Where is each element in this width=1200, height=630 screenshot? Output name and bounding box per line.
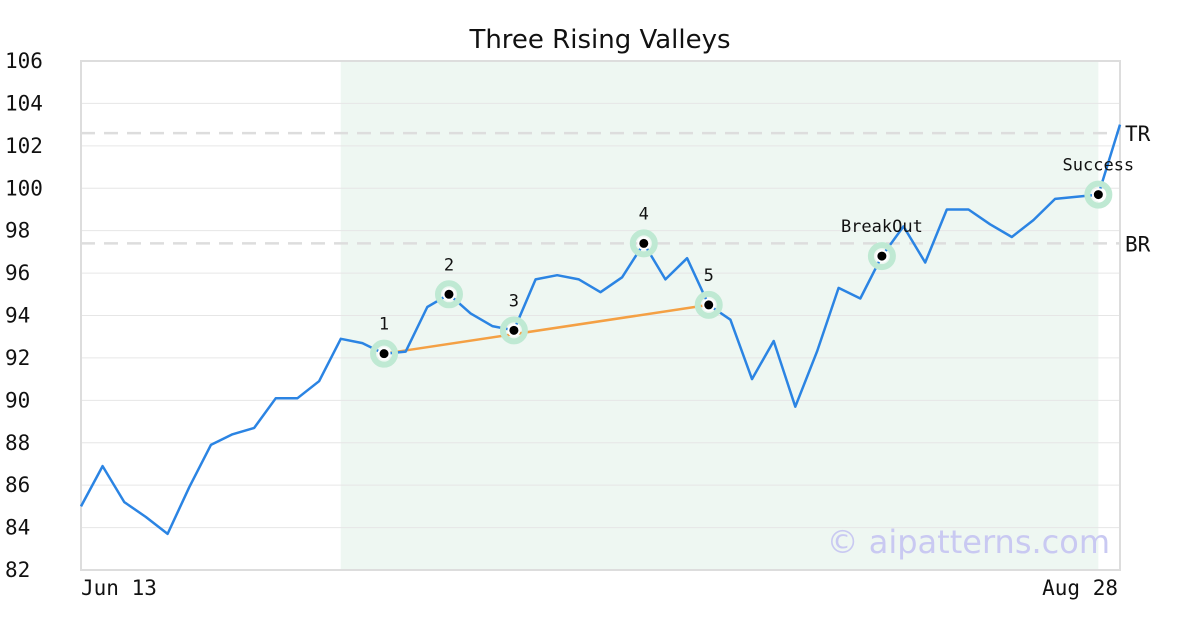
- reference-label-br: BR: [1125, 232, 1151, 256]
- y-tick-label: 86: [5, 473, 30, 497]
- marked-point: 1: [370, 315, 399, 368]
- marked-point: 5: [694, 266, 723, 319]
- marked-points: 1 2 3 4 5 BreakOut Success: [370, 156, 1135, 368]
- y-tick-label: 90: [5, 388, 30, 412]
- point-label: 4: [639, 204, 649, 224]
- y-tick-label: 102: [5, 134, 43, 158]
- chart-title: Three Rising Valleys: [468, 25, 730, 55]
- point-halo: [434, 280, 463, 309]
- y-tick-label: 94: [5, 304, 30, 328]
- point-dot: [702, 298, 716, 312]
- point-label: 3: [509, 291, 519, 311]
- y-tick-label: 104: [5, 91, 43, 115]
- point-dot: [1091, 188, 1105, 202]
- point-label: 2: [444, 255, 454, 275]
- marked-point: Success: [1063, 156, 1135, 209]
- point-label: BreakOut: [841, 217, 923, 237]
- y-tick-label: 84: [5, 516, 30, 540]
- plot-frame: [80, 60, 1121, 571]
- point-dot: [875, 249, 889, 263]
- y-axis-ticks: 82 84 86 88 90 92 94 96 98 100 102 104 106: [5, 49, 43, 582]
- point-label: Success: [1063, 156, 1135, 176]
- point-dot: [507, 323, 521, 337]
- valley-trend-line: [383, 303, 709, 355]
- point-halo: [1084, 180, 1113, 209]
- point-dot: [377, 347, 391, 361]
- y-tick-label: 100: [5, 176, 43, 200]
- point-halo: [370, 339, 399, 368]
- grid-lines: [81, 60, 1120, 571]
- watermark-text: © aipatterns.com: [827, 523, 1110, 561]
- y-tick-label: 88: [5, 431, 30, 455]
- point-halo: [629, 229, 658, 258]
- reference-lines: TR BR: [81, 122, 1151, 256]
- price-line: [79, 124, 1122, 536]
- y-tick-label: 82: [5, 558, 30, 582]
- y-tick-label: 98: [5, 219, 30, 243]
- point-dot: [442, 287, 456, 301]
- point-halo: [499, 316, 528, 345]
- point-dot: [637, 236, 651, 250]
- y-tick-label: 96: [5, 261, 30, 285]
- marked-point: 2: [434, 255, 463, 309]
- marked-point: BreakOut: [841, 217, 923, 271]
- point-halo: [694, 290, 723, 319]
- marked-point: 3: [499, 291, 528, 345]
- x-tick-label: Aug 28: [1042, 576, 1118, 600]
- point-halo: [867, 242, 896, 271]
- reference-label-tr: TR: [1125, 122, 1151, 146]
- point-label: 1: [379, 315, 389, 335]
- y-tick-label: 106: [5, 49, 43, 73]
- marked-point: 4: [629, 204, 658, 258]
- y-tick-label: 92: [5, 346, 30, 370]
- x-axis-ticks: Jun 13 Aug 28: [81, 576, 1118, 600]
- x-tick-label: Jun 13: [81, 576, 157, 600]
- point-label: 5: [704, 266, 714, 286]
